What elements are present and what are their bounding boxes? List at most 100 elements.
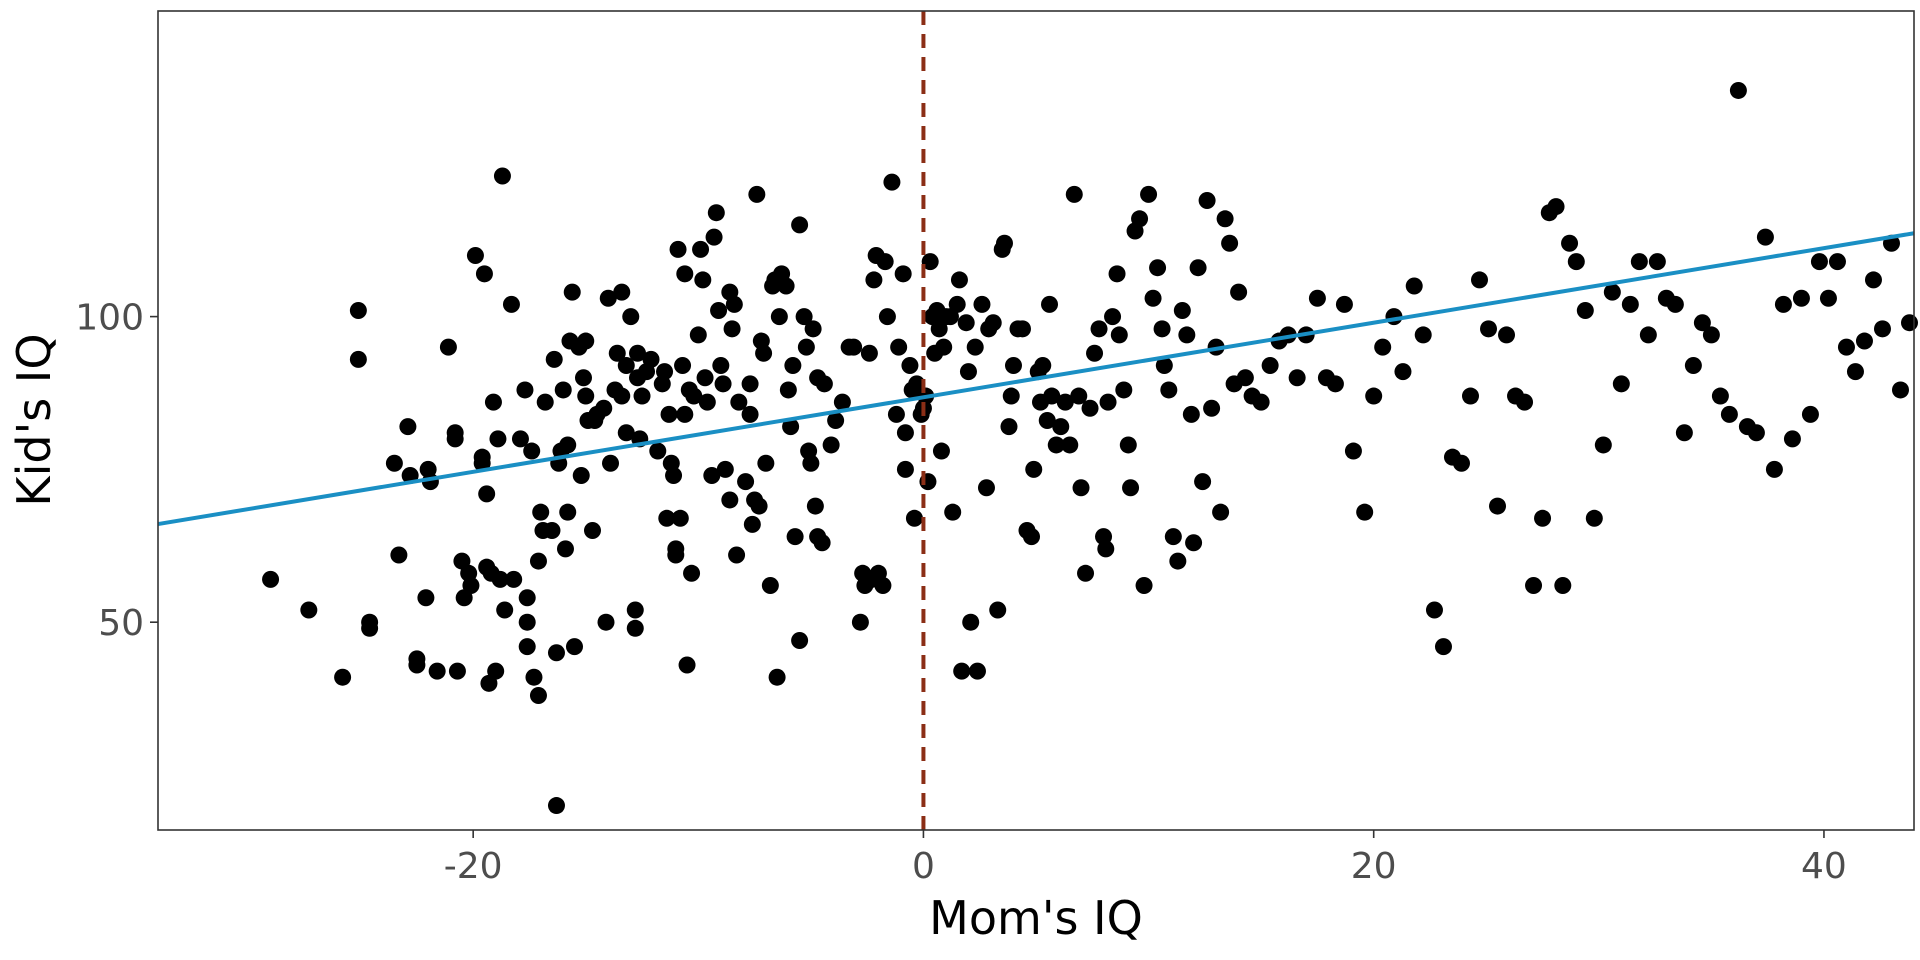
data-point	[968, 662, 986, 680]
data-point	[1194, 473, 1212, 491]
data-point	[547, 797, 565, 815]
data-point	[1178, 326, 1196, 344]
data-point	[1090, 320, 1108, 338]
data-point	[1756, 228, 1774, 246]
data-point	[1110, 326, 1128, 344]
data-point	[1155, 356, 1173, 374]
data-point	[908, 375, 926, 393]
data-point	[1554, 577, 1572, 595]
data-point	[1414, 326, 1432, 344]
data-point	[502, 295, 520, 313]
data-point	[887, 405, 905, 423]
data-point	[822, 436, 840, 454]
data-point	[1603, 283, 1621, 301]
data-point	[1747, 424, 1765, 442]
data-point	[1612, 375, 1630, 393]
data-point	[703, 467, 721, 485]
data-point	[597, 613, 615, 631]
data-point	[741, 405, 759, 423]
data-point	[1149, 259, 1167, 277]
data-point	[802, 454, 820, 472]
data-point	[714, 375, 732, 393]
data-point	[525, 668, 543, 686]
data-point	[466, 246, 484, 264]
data-point	[795, 308, 813, 326]
data-point	[417, 589, 435, 607]
data-point	[1189, 259, 1207, 277]
data-point	[984, 314, 1002, 332]
data-point	[966, 338, 984, 356]
data-point	[1425, 601, 1443, 619]
data-point	[642, 350, 660, 368]
data-point	[1081, 399, 1099, 417]
data-point	[1164, 528, 1182, 546]
data-point	[599, 289, 617, 307]
data-point	[671, 509, 689, 527]
data-point	[1516, 393, 1534, 411]
data-point	[1585, 509, 1603, 527]
data-point	[815, 375, 833, 393]
data-point	[505, 570, 523, 588]
data-point	[1873, 320, 1891, 338]
data-point	[1783, 430, 1801, 448]
data-point	[977, 479, 995, 497]
data-point	[1131, 210, 1149, 228]
data-point	[761, 577, 779, 595]
data-point	[1828, 253, 1846, 271]
data-point	[1684, 356, 1702, 374]
data-point	[707, 204, 725, 222]
data-point	[1086, 344, 1104, 362]
data-point	[667, 540, 685, 558]
data-point	[1792, 289, 1810, 307]
data-point	[944, 503, 962, 521]
data-point	[1002, 387, 1020, 405]
data-point	[874, 577, 892, 595]
data-point	[743, 515, 761, 533]
data-point	[511, 430, 529, 448]
data-point	[1065, 185, 1083, 203]
data-point	[791, 632, 809, 650]
data-point	[1308, 289, 1326, 307]
data-point	[683, 564, 701, 582]
data-point	[1801, 405, 1819, 423]
data-point	[565, 638, 583, 656]
data-point	[1203, 399, 1221, 417]
data-point	[676, 405, 694, 423]
data-point	[694, 271, 712, 289]
data-point	[1480, 320, 1498, 338]
data-point	[559, 436, 577, 454]
data-point	[804, 320, 822, 338]
data-point	[1004, 356, 1022, 374]
data-point	[973, 295, 991, 313]
data-point	[959, 363, 977, 381]
y-tick-label: 100	[75, 298, 144, 339]
data-point	[658, 509, 676, 527]
data-point	[1846, 363, 1864, 381]
data-point	[770, 308, 788, 326]
x-tick-label: 40	[1801, 846, 1847, 887]
data-point	[1855, 332, 1873, 350]
data-point	[446, 430, 464, 448]
data-point	[755, 344, 773, 362]
data-point	[876, 253, 894, 271]
plot-panel	[158, 11, 1914, 830]
data-point	[1675, 424, 1693, 442]
x-axis: -20 0 20 40	[444, 830, 1847, 887]
data-point	[989, 601, 1007, 619]
data-point	[883, 173, 901, 191]
data-point	[559, 503, 577, 521]
data-point	[806, 497, 824, 515]
data-point	[577, 387, 595, 405]
data-point	[710, 301, 728, 319]
data-point	[516, 381, 534, 399]
data-point	[723, 320, 741, 338]
data-point	[716, 460, 734, 478]
data-point	[1594, 436, 1612, 454]
data-point	[1452, 454, 1470, 472]
data-point	[1356, 503, 1374, 521]
data-point	[622, 308, 640, 326]
data-point	[1140, 185, 1158, 203]
data-point	[748, 185, 766, 203]
data-point	[1025, 460, 1043, 478]
data-point	[608, 344, 626, 362]
